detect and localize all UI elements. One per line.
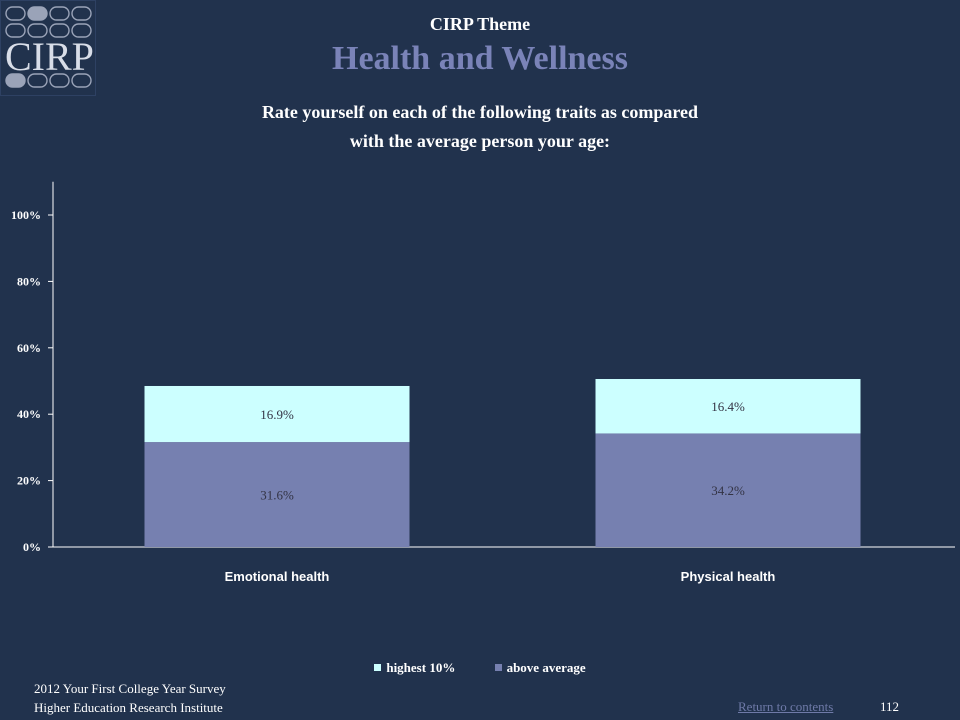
data-label: 16.4% xyxy=(711,399,745,414)
legend-item-highest-10: highest 10% xyxy=(374,660,455,676)
bar-segment-above-average xyxy=(144,442,410,547)
y-tick-label: 0% xyxy=(23,540,41,554)
page-title: Health and Wellness xyxy=(332,40,628,77)
logo-pill xyxy=(5,23,26,38)
logo-pill xyxy=(71,73,92,88)
stacked-bar-chart: 0% 20% 40% 60% 80% 100% 31.6% 16.9% Emotional he… xyxy=(11,181,955,584)
legend-label-above-average: above average xyxy=(506,660,586,675)
logo-pill xyxy=(71,6,92,21)
data-label: 16.9% xyxy=(260,407,294,422)
question-line-1: Rate yourself on each of the following t… xyxy=(261,102,699,122)
y-tick-label: 100% xyxy=(11,208,41,222)
legend-swatch-above-average xyxy=(494,664,502,671)
bar-segment-highest-10- xyxy=(595,379,861,434)
logo-pill xyxy=(27,6,48,21)
x-category-label: Physical health xyxy=(681,569,776,584)
logo-pill xyxy=(49,6,70,21)
y-tick-label: 20% xyxy=(17,474,41,488)
logo-pill xyxy=(71,23,92,38)
legend-swatch-highest-10 xyxy=(374,664,382,671)
question-line-2: with the average person your age: xyxy=(349,131,611,151)
logo-pill xyxy=(5,73,26,88)
y-tick-label: 80% xyxy=(17,274,41,288)
y-tick-label: 40% xyxy=(17,407,41,421)
logo-pill xyxy=(5,6,26,21)
footer-institute: Higher Education Research Institute xyxy=(34,700,223,715)
return-to-contents-link[interactable]: Return to contents xyxy=(738,699,834,714)
x-category-label: Emotional health xyxy=(225,569,330,584)
data-label: 34.2% xyxy=(711,483,745,498)
question-text: Rate yourself on each of the following t… xyxy=(0,98,960,156)
page-number: 112 xyxy=(880,699,900,714)
y-tick-label: 60% xyxy=(17,341,41,355)
logo-pill xyxy=(49,73,70,88)
logo-text: CIRP xyxy=(5,34,94,79)
data-label: 31.6% xyxy=(260,488,294,503)
chart-legend: highest 10% above average xyxy=(0,660,960,676)
legend-label-highest-10: highest 10% xyxy=(386,660,456,675)
bar-segment-above-average xyxy=(595,433,861,547)
logo-pill xyxy=(49,23,70,38)
logo-pill xyxy=(27,23,48,38)
footer-source: 2012 Your First College Year Survey High… xyxy=(34,679,226,717)
cirp-logo: CIRP xyxy=(0,0,96,96)
theme-label: CIRP Theme xyxy=(429,14,531,34)
bar-segment-highest-10- xyxy=(144,385,410,443)
logo-pill xyxy=(27,73,48,88)
footer-survey: 2012 Your First College Year Survey xyxy=(34,681,226,696)
legend-item-above-average: above average xyxy=(494,660,586,676)
